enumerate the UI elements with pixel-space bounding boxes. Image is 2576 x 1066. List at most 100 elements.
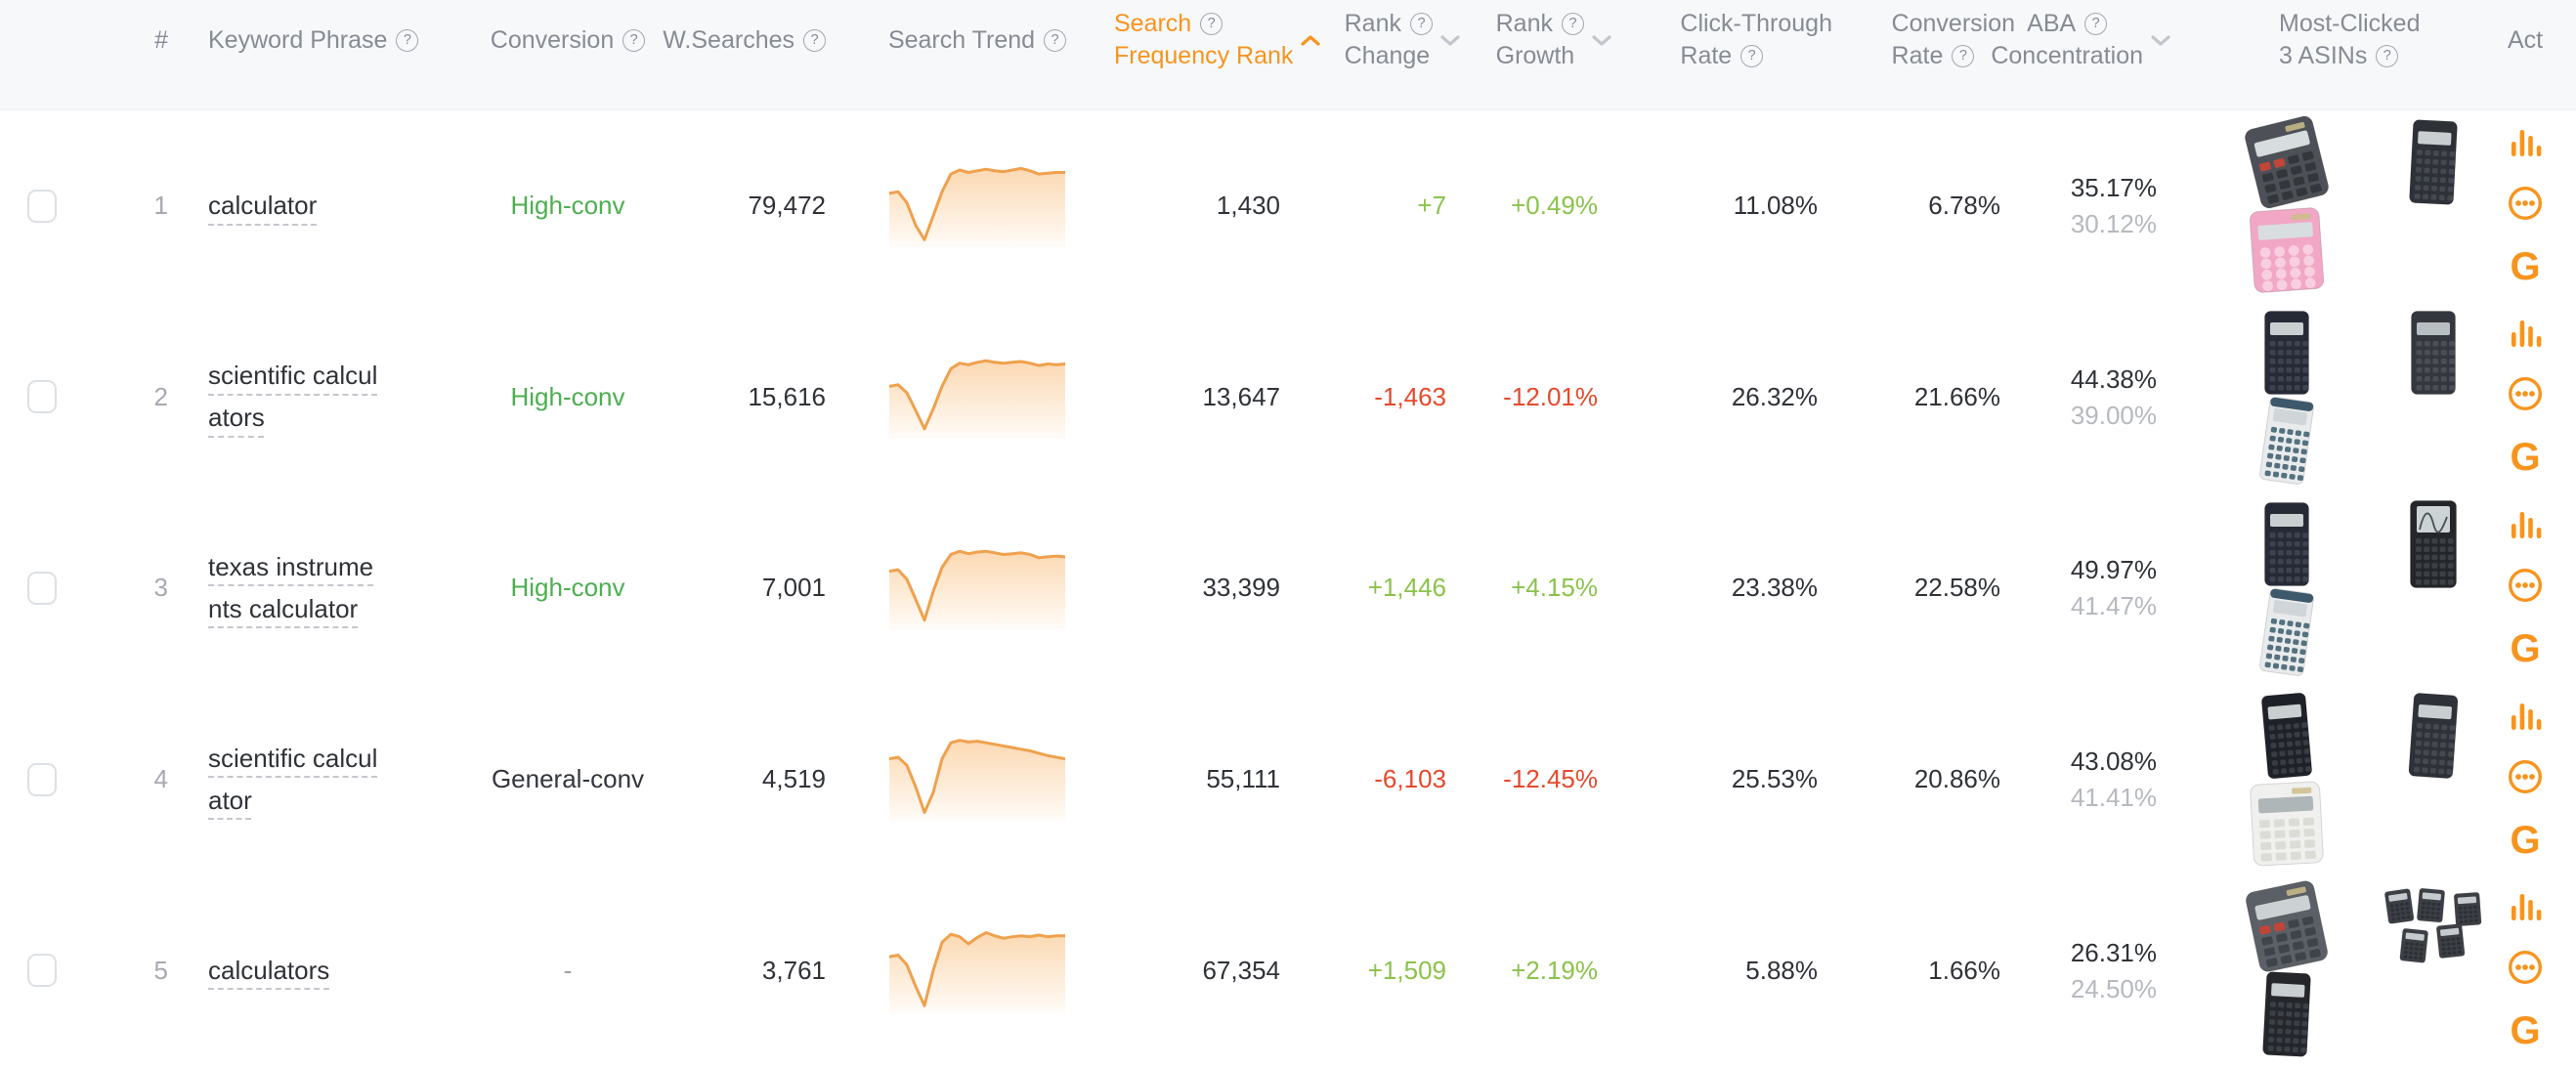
asin-product-image-2[interactable]	[2375, 499, 2492, 588]
desktop-calculator-dark-gray-image	[2242, 112, 2333, 211]
help-icon[interactable]: ?	[1410, 13, 1433, 35]
row-checkbox[interactable]	[27, 380, 57, 414]
help-icon[interactable]: ?	[2084, 13, 2108, 35]
google-g-glyph: G	[2510, 244, 2541, 288]
keyword-link[interactable]: scientific calculators	[208, 361, 378, 433]
aba-primary-value: 43.08%	[2070, 746, 2157, 777]
pink-calculator-image	[2248, 205, 2326, 294]
aba-secondary-value: 41.41%	[2070, 783, 2157, 813]
scientific-calculator-dark-blue-image	[2263, 310, 2310, 396]
asin-product-image-2[interactable]	[2375, 118, 2492, 205]
more-options-button[interactable]	[2507, 758, 2544, 798]
more-options-button[interactable]	[2507, 949, 2544, 989]
rank-growth-value: -12.01%	[1503, 381, 1598, 411]
asin-product-image-3[interactable]	[2228, 397, 2345, 486]
more-options-button[interactable]	[2507, 567, 2544, 607]
click-through-rate-value: 11.08%	[1733, 191, 1818, 221]
weekly-searches-value: 7,001	[761, 573, 826, 603]
column-header-check	[0, 0, 107, 109]
row-checkbox[interactable]	[27, 571, 57, 605]
table-row: 2 scientific calculators High-conv 15,616 1…	[0, 301, 2576, 493]
asin-product-image-2[interactable]	[2375, 310, 2492, 396]
column-header-text: #	[154, 25, 168, 54]
keyword-chart-button[interactable]	[2509, 700, 2542, 736]
help-icon[interactable]: ?	[396, 28, 419, 52]
most-clicked-asins	[2228, 499, 2492, 676]
rank-growth-value: +2.19%	[1511, 955, 1598, 985]
column-header-rank_growth[interactable]: Rank? Growth	[1461, 0, 1612, 109]
help-icon[interactable]: ?	[1200, 13, 1224, 35]
column-header-text: Growth	[1495, 42, 1575, 69]
column-header-text: Rate	[1680, 42, 1733, 69]
keyword-chart-button[interactable]	[2509, 317, 2542, 353]
rank-change-value: -1,463	[1374, 381, 1446, 411]
column-header-label: Search Trend?	[888, 25, 1067, 56]
asin-product-image-2[interactable]	[2375, 692, 2492, 779]
help-icon[interactable]: ?	[1740, 45, 1764, 67]
keyword-link[interactable]: texas instruments calculator	[208, 551, 374, 623]
asin-product-image-1[interactable]	[2228, 880, 2345, 972]
row-checkbox[interactable]	[27, 762, 57, 796]
aba-concentration: 26.31% 24.50%	[2071, 938, 2157, 1003]
google-search-button[interactable]: G	[2510, 438, 2540, 477]
row-checkbox[interactable]	[27, 954, 57, 988]
google-search-button[interactable]: G	[2510, 821, 2540, 860]
column-header-asins: Most-Clicked 3 ASINs?	[2171, 0, 2492, 109]
keyword-chart-button[interactable]	[2509, 126, 2542, 162]
google-search-button[interactable]: G	[2510, 247, 2540, 286]
keyword-link[interactable]: calculator	[208, 191, 318, 221]
column-header-text: Rank	[1495, 10, 1553, 37]
column-header-aba[interactable]: ABA? Concentration	[1991, 0, 2171, 109]
row-actions: G	[2507, 317, 2544, 477]
keyword-chart-button[interactable]	[2509, 508, 2542, 544]
search-frequency-rank-value: 55,111	[1206, 764, 1280, 794]
asin-product-image-1[interactable]	[2228, 310, 2345, 396]
keyword-chart-button[interactable]	[2509, 890, 2542, 926]
help-icon[interactable]: ?	[803, 28, 826, 52]
conversion-rate-value: 20.86%	[1913, 764, 2000, 794]
column-header-text: Rank	[1344, 10, 1401, 37]
aba-concentration: 49.97% 41.47%	[2071, 555, 2157, 620]
column-header-text: Concentration	[1991, 42, 2143, 69]
row-number: 3	[153, 573, 168, 603]
asin-product-image-2[interactable]	[2375, 883, 2492, 969]
search-frequency-rank-value: 33,399	[1202, 573, 1280, 603]
conversion-rate-value: 6.78%	[1928, 191, 2000, 221]
sort-desc-icon	[2150, 34, 2171, 47]
more-options-button[interactable]	[2507, 185, 2544, 225]
row-checkbox[interactable]	[27, 189, 57, 223]
asin-product-image-3[interactable]	[2228, 588, 2345, 676]
asin-product-image-3[interactable]	[2228, 971, 2345, 1057]
help-icon[interactable]: ?	[1044, 28, 1067, 52]
row-number: 4	[153, 764, 168, 794]
keyword-link[interactable]: calculators	[208, 955, 330, 985]
google-search-button[interactable]: G	[2510, 1011, 2540, 1050]
row-actions: G	[2507, 890, 2544, 1050]
keyword-link[interactable]: scientific calculator	[208, 743, 378, 815]
column-header-label: Act	[2508, 25, 2543, 56]
google-search-button[interactable]: G	[2510, 629, 2540, 668]
conversion-label: High-conv	[510, 381, 625, 411]
conversion-rate-value: 22.58%	[1913, 573, 2000, 603]
column-header-num: #	[107, 0, 168, 109]
help-icon[interactable]: ?	[2376, 45, 2399, 67]
asin-product-image-3[interactable]	[2228, 207, 2345, 293]
asin-product-image-1[interactable]	[2228, 501, 2345, 587]
help-icon[interactable]: ?	[1952, 45, 1975, 67]
click-through-rate-value: 5.88%	[1745, 955, 1818, 985]
column-header-rank_change[interactable]: Rank? Change	[1295, 0, 1461, 109]
help-icon[interactable]: ?	[623, 28, 646, 52]
row-number: 5	[153, 955, 168, 985]
column-header-sfr[interactable]: Search? Frequency Rank	[1114, 0, 1321, 109]
help-icon[interactable]: ?	[1562, 13, 1584, 35]
asin-product-image-3[interactable]	[2228, 781, 2345, 867]
asin-product-image-1[interactable]	[2228, 115, 2345, 209]
column-header-text: Click-Through	[1680, 10, 1832, 37]
rank-change-value: -6,103	[1374, 764, 1446, 794]
asin-product-image-1[interactable]	[2228, 692, 2345, 779]
column-header-text: Keyword Phrase	[208, 25, 388, 54]
search-trend-sparkline	[887, 731, 1067, 828]
table-row: 4 scientific calculator General-conv 4,519 …	[0, 683, 2576, 875]
more-options-button[interactable]	[2507, 375, 2544, 415]
